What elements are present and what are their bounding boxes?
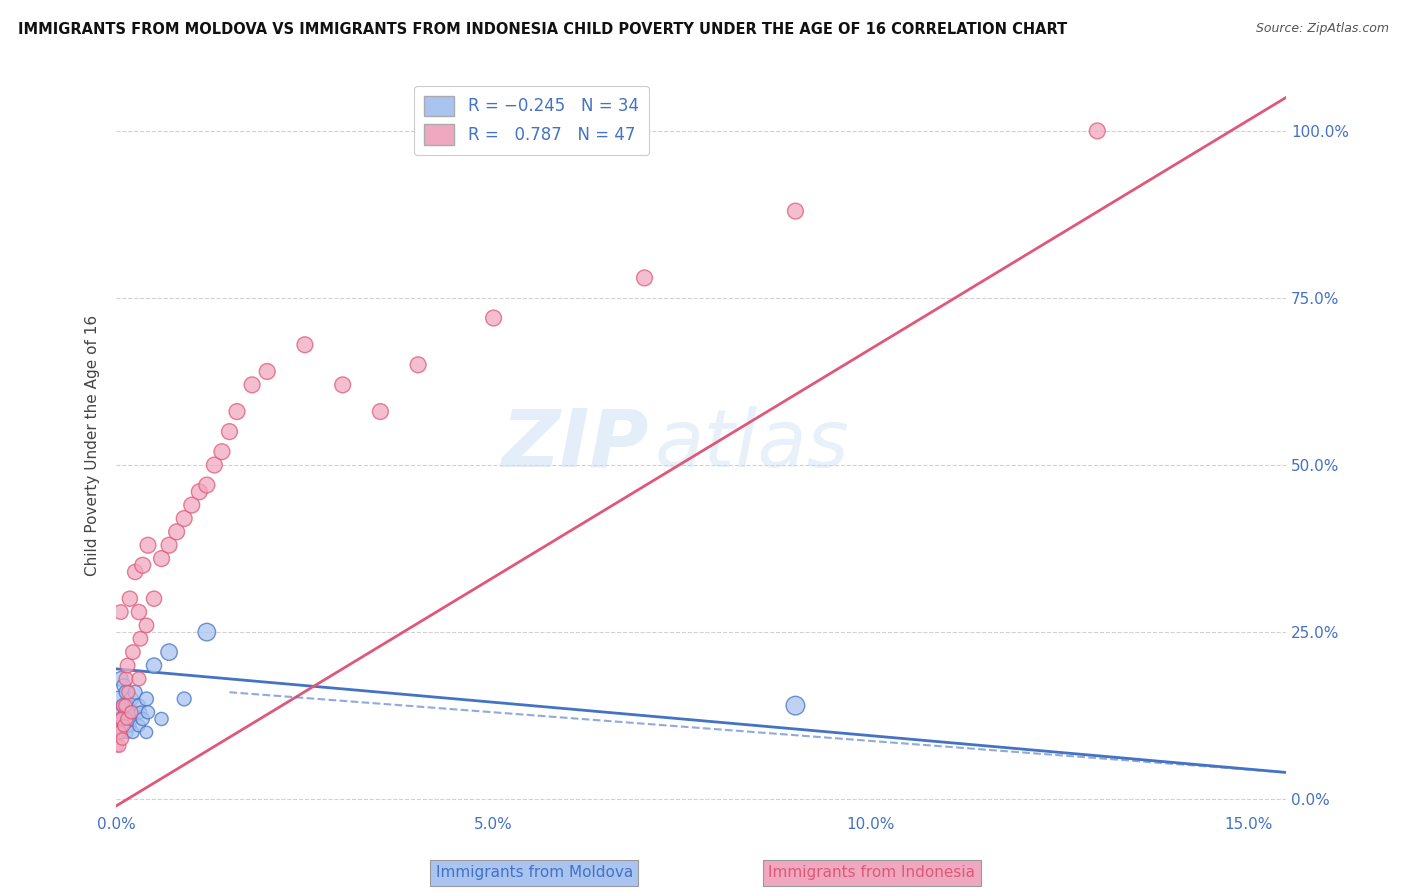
Point bbox=[112, 712, 135, 726]
Point bbox=[157, 645, 180, 659]
Text: Immigrants from Moldova: Immigrants from Moldova bbox=[436, 865, 633, 880]
Point bbox=[406, 358, 429, 372]
Point bbox=[115, 712, 138, 726]
Point bbox=[195, 478, 218, 492]
Point bbox=[211, 444, 233, 458]
Point bbox=[226, 404, 249, 418]
Point bbox=[112, 698, 135, 713]
Text: IMMIGRANTS FROM MOLDOVA VS IMMIGRANTS FROM INDONESIA CHILD POVERTY UNDER THE AGE: IMMIGRANTS FROM MOLDOVA VS IMMIGRANTS FR… bbox=[18, 22, 1067, 37]
Text: atlas: atlas bbox=[654, 406, 849, 484]
Point bbox=[112, 679, 135, 693]
Point bbox=[114, 698, 136, 713]
Point bbox=[118, 706, 141, 720]
Point bbox=[633, 271, 655, 285]
Point bbox=[108, 706, 131, 720]
Point bbox=[1085, 124, 1108, 138]
Point bbox=[129, 632, 152, 646]
Point bbox=[107, 725, 129, 739]
Point bbox=[188, 484, 211, 499]
Point bbox=[136, 538, 159, 552]
Point bbox=[107, 712, 129, 726]
Point bbox=[108, 739, 131, 753]
Point bbox=[128, 672, 150, 686]
Point bbox=[128, 698, 150, 713]
Point bbox=[294, 337, 316, 351]
Point bbox=[129, 706, 152, 720]
Point bbox=[124, 685, 146, 699]
Point bbox=[118, 591, 141, 606]
Point bbox=[114, 706, 136, 720]
Point bbox=[122, 645, 145, 659]
Point bbox=[370, 404, 392, 418]
Legend: R = −0.245   N = 34, R =   0.787   N = 47: R = −0.245 N = 34, R = 0.787 N = 47 bbox=[415, 86, 648, 155]
Point bbox=[173, 511, 195, 525]
Point bbox=[332, 377, 354, 392]
Point bbox=[128, 719, 150, 733]
Point bbox=[157, 538, 180, 552]
Point bbox=[150, 551, 173, 566]
Point bbox=[117, 685, 139, 699]
Point bbox=[117, 658, 139, 673]
Point bbox=[785, 698, 807, 713]
Point bbox=[202, 458, 225, 472]
Point bbox=[111, 725, 134, 739]
Point bbox=[143, 658, 166, 673]
Point bbox=[124, 706, 146, 720]
Point bbox=[135, 692, 157, 706]
Point bbox=[117, 698, 139, 713]
Point bbox=[110, 712, 132, 726]
Point bbox=[150, 712, 173, 726]
Point bbox=[482, 311, 505, 326]
Point bbox=[112, 698, 135, 713]
Point bbox=[124, 565, 146, 579]
Point bbox=[120, 692, 142, 706]
Point bbox=[110, 605, 132, 619]
Point bbox=[120, 706, 142, 720]
Point bbox=[135, 618, 157, 632]
Text: ZIP: ZIP bbox=[501, 406, 648, 484]
Point bbox=[115, 672, 138, 686]
Point bbox=[256, 364, 278, 378]
Point bbox=[131, 712, 153, 726]
Text: Source: ZipAtlas.com: Source: ZipAtlas.com bbox=[1256, 22, 1389, 36]
Point bbox=[173, 692, 195, 706]
Point bbox=[105, 739, 128, 753]
Point bbox=[195, 625, 218, 640]
Point bbox=[136, 706, 159, 720]
Y-axis label: Child Poverty Under the Age of 16: Child Poverty Under the Age of 16 bbox=[86, 314, 100, 575]
Point bbox=[107, 692, 129, 706]
Point bbox=[115, 725, 138, 739]
Point bbox=[108, 725, 131, 739]
Point bbox=[108, 725, 131, 739]
Point bbox=[115, 685, 138, 699]
Point bbox=[118, 719, 141, 733]
Point bbox=[120, 712, 142, 726]
Point bbox=[218, 425, 240, 439]
Point bbox=[785, 204, 807, 219]
Point bbox=[128, 605, 150, 619]
Point bbox=[111, 732, 134, 747]
Text: Immigrants from Indonesia: Immigrants from Indonesia bbox=[768, 865, 976, 880]
Point bbox=[166, 524, 188, 539]
Point bbox=[122, 725, 145, 739]
Point bbox=[112, 719, 135, 733]
Point bbox=[131, 558, 153, 573]
Point bbox=[110, 712, 132, 726]
Point bbox=[110, 672, 132, 686]
Point bbox=[135, 725, 157, 739]
Point bbox=[117, 712, 139, 726]
Point bbox=[180, 498, 202, 512]
Point bbox=[143, 591, 166, 606]
Point bbox=[240, 377, 263, 392]
